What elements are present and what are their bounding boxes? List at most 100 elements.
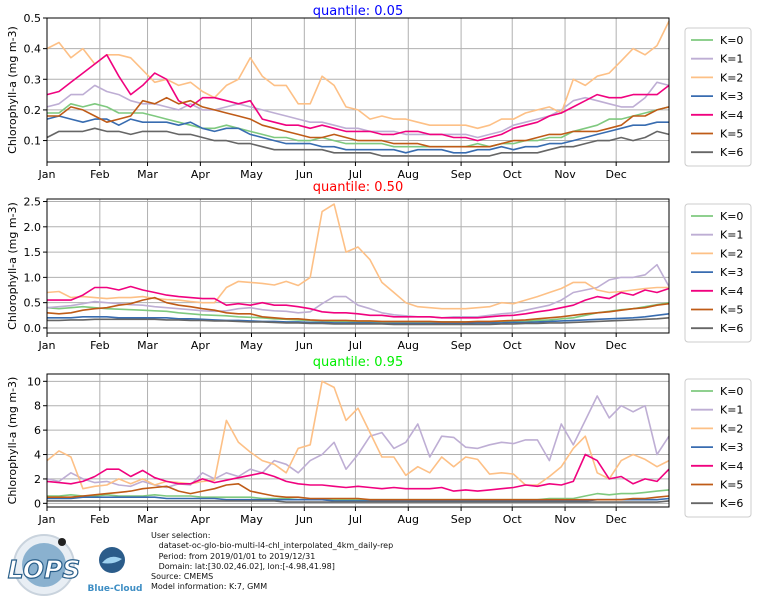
footer-line: User selection: (151, 531, 211, 540)
y-tick-label: 2 (34, 473, 41, 486)
x-tick-label: Jul (348, 339, 362, 352)
x-tick-label: Jun (295, 513, 313, 526)
legend-label: K=6 (720, 146, 743, 159)
series-line-K0 (47, 103, 670, 148)
y-tick-label: 8 (34, 400, 41, 413)
y-tick-label: 0 (34, 497, 41, 510)
x-tick-label: Aug (398, 513, 419, 526)
x-tick-label: Sep (451, 339, 472, 352)
legend: K=0 K=1 K=2 K=3 K=4 K=5 K=6 (684, 378, 752, 518)
series-line-K4 (46, 453, 670, 492)
y-tick-label: 2.0 (24, 221, 42, 234)
svg-text:Blue-Cloud: Blue-Cloud (88, 584, 142, 594)
legend: K=0 K=1 K=2 K=3 K=4 K=5 K=6 (684, 203, 752, 343)
legend-label: K=3 (720, 441, 743, 454)
legend-label: K=1 (720, 229, 743, 242)
legend-label: K=0 (720, 210, 743, 223)
x-tick-label: Jun (295, 168, 313, 181)
x-tick-label: May (240, 513, 263, 526)
y-tick-label: 0.5 (24, 12, 42, 25)
svg-text:LOPS: LOPS (8, 555, 81, 584)
x-tick-label: Aug (398, 168, 419, 181)
x-tick-label: Oct (503, 168, 523, 181)
x-tick-label: Aug (398, 339, 419, 352)
series-line-K2 (46, 380, 670, 490)
series-line-K2 (46, 203, 669, 310)
legend-label: K=3 (720, 90, 743, 103)
series-line-K6 (47, 317, 670, 326)
legend-label: K=1 (720, 53, 743, 66)
series-line-K5 (47, 96, 670, 148)
y-axis-label: Chlorophyll-a (mg m-3) (6, 377, 19, 505)
y-axis-label: Chlorophyll-a (mg m-3) (6, 202, 19, 330)
x-tick-label: May (240, 339, 263, 352)
legend-label: K=5 (720, 128, 743, 141)
series-line-K4 (47, 285, 670, 319)
lops-logo: LOPS (7, 534, 81, 596)
footer-line: Domain: lat:[30.02,46.02], lon:[-4.98,41… (151, 561, 335, 571)
x-tick-label: Dec (606, 513, 627, 526)
legend-box (684, 203, 752, 343)
legend-label: K=2 (720, 71, 743, 84)
y-tick-label: 0.5 (24, 297, 42, 310)
legend-label: K=2 (720, 247, 743, 260)
legend-label: K=0 (720, 385, 743, 398)
series-line-K3 (46, 115, 669, 154)
x-tick-label: Jan (38, 339, 56, 352)
series-line-K6 (46, 127, 670, 157)
y-axis-label: Chlorophyll-a (mg m-3) (6, 26, 19, 154)
legend-label: K=0 (720, 34, 743, 47)
series-line-K1 (46, 263, 670, 319)
x-tick-label: Jan (38, 513, 56, 526)
x-tick-label: Mar (137, 168, 158, 181)
series-line-K5 (47, 482, 670, 501)
y-tick-label: 0.3 (24, 73, 42, 86)
legend-label: K=2 (720, 422, 743, 435)
series-line-K5 (46, 296, 670, 323)
legend-label: K=5 (720, 304, 743, 317)
y-tick-label: 0.4 (24, 43, 42, 56)
plot-frame (46, 198, 670, 334)
y-tick-label: 2.5 (24, 196, 42, 209)
chart-title: quantile: 0.95 (313, 355, 403, 370)
x-tick-label: Dec (606, 168, 627, 181)
x-tick-label: Apr (191, 168, 211, 181)
x-tick-label: Sep (451, 168, 472, 181)
series-line-K0 (46, 301, 670, 323)
x-tick-label: Feb (90, 513, 109, 526)
legend-label: K=4 (720, 460, 743, 473)
legend-label: K=6 (720, 497, 743, 510)
x-tick-label: Jan (38, 168, 56, 181)
footer-line: dataset-oc-glo-bio-multi-l4-chl_interpol… (151, 541, 394, 551)
y-tick-label: 0.2 (24, 104, 42, 117)
user-selection-info: User selection: dataset-oc-glo-bio-multi… (151, 531, 393, 593)
x-tick-label: Apr (191, 339, 211, 352)
series-line-K3 (47, 313, 670, 325)
x-tick-label: Dec (606, 339, 627, 352)
x-tick-label: Oct (503, 339, 523, 352)
plot-frame (46, 373, 670, 508)
plot-frame (46, 17, 670, 163)
legend-label: K=3 (720, 266, 743, 279)
chart-title: quantile: 0.50 (313, 180, 403, 195)
x-tick-label: May (240, 168, 263, 181)
y-tick-label: 0.0 (24, 322, 42, 335)
chart-title: quantile: 0.05 (313, 4, 403, 19)
chart-panel-1: 0.1 0.2 0.3 0.4 0.5 Jan Feb Mar Apr May Jun Jul Aug S… (6, 4, 752, 181)
x-tick-label: Nov (554, 168, 576, 181)
x-tick-label: Feb (90, 339, 109, 352)
footer-line: Model information: K:7, GMM (151, 582, 268, 592)
series-line-K4 (46, 53, 670, 142)
chart-panel-2: 0.0 0.5 1.0 1.5 2.0 2.5 Jan Feb Mar Apr May Jun Jul A… (6, 180, 752, 352)
legend-label: K=5 (720, 479, 743, 492)
legend-box (684, 27, 752, 167)
y-tick-label: 4 (34, 449, 41, 462)
x-tick-label: Jul (348, 513, 362, 526)
legend-label: K=4 (720, 109, 743, 122)
legend-box (684, 378, 752, 518)
legend: K=0 K=1 K=2 K=3 K=4 K=5 K=6 (684, 27, 752, 167)
legend-label: K=6 (720, 322, 743, 335)
chart-panel-3: 0 2 4 6 8 10 Jan Feb Mar Apr May Jun Jul Aug Sep Oct Nov… (6, 355, 752, 526)
footer-line: Source: CMEMS (151, 572, 214, 582)
x-tick-label: Feb (90, 168, 109, 181)
